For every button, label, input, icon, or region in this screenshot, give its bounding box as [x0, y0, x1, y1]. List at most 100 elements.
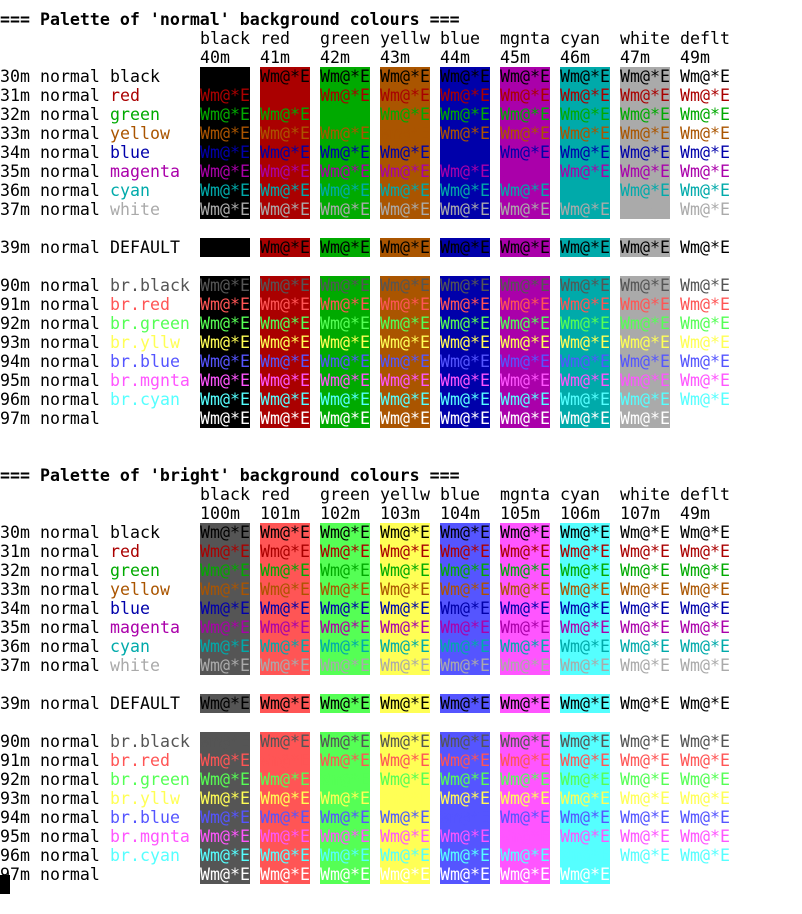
colour-sample-cell: Wm@*E — [320, 238, 370, 257]
colour-sample-cell: Wm@*E — [320, 523, 370, 542]
colour-sample-cell: Wm@*E — [320, 333, 370, 352]
row-code-label: 91m normal — [0, 295, 100, 314]
colour-sample-cell: Wm@*E — [620, 656, 670, 675]
colour-sample-cell: Wm@*E — [380, 694, 430, 713]
colour-sample-cell: Wm@*E — [320, 143, 370, 162]
colour-sample-cell: Wm@*E — [560, 827, 610, 846]
colour-sample-cell: Wm@*E — [440, 561, 490, 580]
row-code-label: 97m normal — [0, 409, 100, 428]
colour-sample-cell: Wm@*E — [440, 314, 490, 333]
row-colour-name: br.blue — [110, 352, 180, 371]
colour-sample-cell: Wm@*E — [680, 580, 730, 599]
colour-sample-cell: Wm@*E — [440, 124, 490, 143]
colour-sample-cell: Wm@*E — [440, 181, 490, 200]
row-colour-name: br.mgnta — [110, 827, 190, 846]
colour-sample-cell: Wm@*E — [620, 618, 670, 637]
colour-sample-cell: Wm@*E — [320, 86, 370, 105]
colour-sample-cell: Wm@*E — [440, 637, 490, 656]
row-colour-name: green — [110, 561, 160, 580]
colour-sample-cell: Wm@*E — [620, 295, 670, 314]
colour-sample-cell: Wm@*E — [320, 732, 370, 751]
colour-sample-cell: Wm@*E — [440, 105, 490, 124]
colour-sample-cell: Wm@*E — [620, 371, 670, 390]
row-code-label: 92m normal — [0, 314, 100, 333]
colour-sample-cell: Wm@*E — [260, 694, 310, 713]
colour-sample-cell: Wm@*E — [320, 276, 370, 295]
colour-sample-cell: Wm@*E — [680, 789, 730, 808]
colour-sample-cell: Wm@*E — [200, 846, 250, 865]
colour-sample-cell: Wm@*E — [200, 124, 250, 143]
colour-sample-cell: Wm@*E — [500, 200, 550, 219]
colour-sample-cell: Wm@*E — [200, 580, 250, 599]
colour-sample-cell: Wm@*E — [680, 694, 730, 713]
row-colour-name: magenta — [110, 162, 180, 181]
colour-sample-cell: Wm@*E — [440, 732, 490, 751]
column-header-name: deflt — [680, 485, 730, 504]
column-header-code: 100m — [200, 504, 240, 523]
colour-sample-cell: Wm@*E — [560, 390, 610, 409]
colour-sample-cell: Wm@*E — [500, 827, 550, 846]
colour-sample-cell: Wm@*E — [320, 656, 370, 675]
colour-sample-cell: Wm@*E — [500, 409, 550, 428]
column-header-code: 107m — [620, 504, 660, 523]
colour-sample-cell: Wm@*E — [200, 143, 250, 162]
row-code-label: 91m normal — [0, 751, 100, 770]
colour-sample-cell: Wm@*E — [320, 561, 370, 580]
colour-sample-cell: Wm@*E — [260, 618, 310, 637]
row-colour-name: white — [110, 200, 160, 219]
colour-sample-cell: Wm@*E — [680, 295, 730, 314]
column-header-name: white — [620, 29, 670, 48]
column-header-name: green — [320, 29, 370, 48]
column-header-name: yellw — [380, 29, 430, 48]
colour-sample-cell: Wm@*E — [260, 143, 310, 162]
colour-sample-cell: Wm@*E — [380, 314, 430, 333]
colour-sample-cell: Wm@*E — [260, 295, 310, 314]
colour-sample-cell: Wm@*E — [320, 162, 370, 181]
colour-sample-cell: Wm@*E — [320, 865, 370, 884]
row-colour-name: br.green — [110, 314, 190, 333]
colour-sample-cell: Wm@*E — [260, 732, 310, 751]
colour-sample-cell: Wm@*E — [260, 637, 310, 656]
colour-sample-cell: Wm@*E — [320, 580, 370, 599]
row-code-label: 36m normal — [0, 637, 100, 656]
colour-sample-cell: Wm@*E — [680, 143, 730, 162]
column-header-name: red — [260, 485, 290, 504]
colour-sample-cell: Wm@*E — [260, 86, 310, 105]
column-header-code: 46m — [560, 48, 590, 67]
colour-sample-cell: Wm@*E — [320, 390, 370, 409]
colour-sample-cell: Wm@*E — [200, 390, 250, 409]
colour-sample-cell: Wm@*E — [440, 276, 490, 295]
colour-sample-cell: Wm@*E — [200, 789, 250, 808]
row-code-label: 34m normal — [0, 143, 100, 162]
colour-sample-cell: Wm@*E — [680, 846, 730, 865]
colour-sample-cell: Wm@*E — [500, 732, 550, 751]
colour-sample-cell: Wm@*E — [620, 238, 670, 257]
colour-sample-cell: Wm@*E — [380, 200, 430, 219]
colour-sample-cell: Wm@*E — [380, 865, 430, 884]
colour-sample-cell: Wm@*E — [440, 67, 490, 86]
column-header-code: 45m — [500, 48, 530, 67]
colour-sample-cell: Wm@*E — [560, 162, 610, 181]
column-header-name: blue — [440, 485, 480, 504]
colour-sample-cell: Wm@*E — [680, 333, 730, 352]
colour-sample-cell: Wm@*E — [380, 105, 430, 124]
row-colour-name: br.black — [110, 732, 190, 751]
colour-sample-cell: Wm@*E — [260, 542, 310, 561]
colour-sample-cell: Wm@*E — [680, 865, 730, 884]
colour-sample-cell: Wm@*E — [440, 580, 490, 599]
colour-sample-cell: Wm@*E — [560, 599, 610, 618]
colour-sample-cell: Wm@*E — [560, 846, 610, 865]
colour-sample-cell: Wm@*E — [380, 124, 430, 143]
colour-sample-cell: Wm@*E — [560, 523, 610, 542]
row-code-label: 93m normal — [0, 333, 100, 352]
colour-sample-cell: Wm@*E — [200, 561, 250, 580]
colour-sample-cell: Wm@*E — [500, 523, 550, 542]
colour-sample-cell: Wm@*E — [260, 200, 310, 219]
colour-sample-cell: Wm@*E — [680, 200, 730, 219]
colour-sample-cell: Wm@*E — [680, 751, 730, 770]
colour-sample-cell: Wm@*E — [620, 409, 670, 428]
colour-sample-cell: Wm@*E — [380, 181, 430, 200]
colour-sample-cell: Wm@*E — [440, 295, 490, 314]
colour-sample-cell: Wm@*E — [620, 694, 670, 713]
